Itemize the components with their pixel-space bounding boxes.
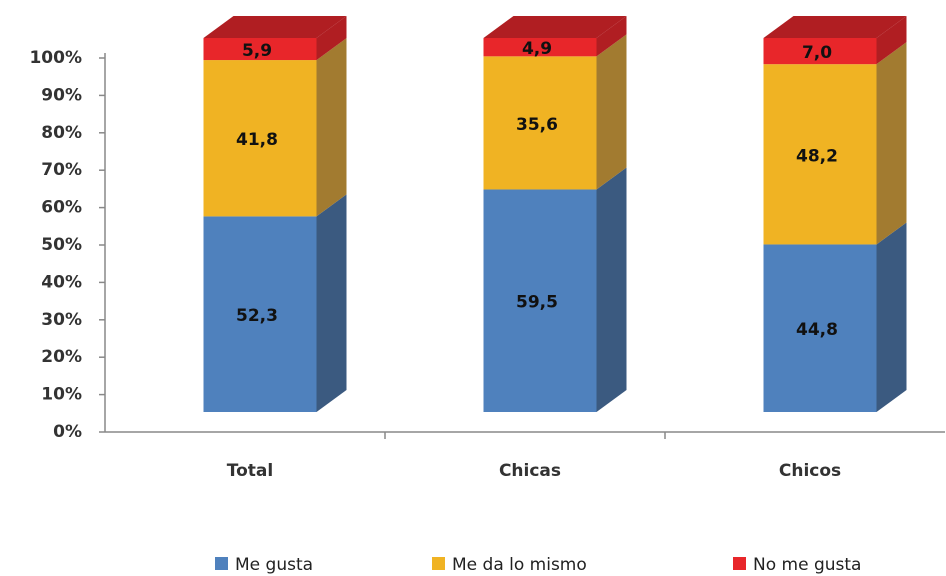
- bar-segment: [203, 38, 317, 61]
- bar-segment: [483, 189, 597, 412]
- legend-label: No me gusta: [753, 555, 861, 575]
- value-label: 59,5: [516, 293, 558, 313]
- y-tick-label: 30%: [41, 310, 82, 330]
- legend-swatch: [215, 557, 228, 570]
- bar-segment: [483, 38, 597, 57]
- x-tick-label: Total: [227, 461, 273, 481]
- legend-label: Me gusta: [235, 555, 313, 575]
- x-tick-label: Chicos: [779, 461, 841, 481]
- bar-side: [316, 194, 347, 412]
- value-label: 7,0: [802, 43, 832, 63]
- bar-side: [596, 16, 627, 57]
- value-label: 4,9: [522, 39, 552, 59]
- bar-segment: [203, 60, 317, 217]
- bar-top: [763, 16, 907, 38]
- value-label: 52,3: [236, 306, 278, 326]
- y-tick-label: 100%: [29, 48, 82, 68]
- legend-label: Me da lo mismo: [452, 555, 587, 575]
- bar-side: [876, 42, 907, 245]
- bar-side: [316, 16, 347, 61]
- y-tick-label: 10%: [41, 385, 82, 405]
- y-tick-label: 40%: [41, 272, 82, 292]
- bar-side: [596, 34, 627, 190]
- bar-segment: [763, 64, 877, 245]
- legend-swatch: [432, 557, 445, 570]
- x-tick-label: Chicas: [499, 461, 561, 481]
- y-tick-label: 20%: [41, 347, 82, 367]
- bar-side: [876, 222, 907, 412]
- bar-top: [483, 16, 627, 38]
- value-label: 48,2: [796, 146, 838, 166]
- value-label: 44,8: [796, 320, 838, 340]
- bar-side: [316, 38, 347, 217]
- y-tick-label: 50%: [41, 235, 82, 255]
- bar-segment: [763, 244, 877, 412]
- y-tick-label: 90%: [41, 85, 82, 105]
- legend-swatch: [733, 557, 746, 570]
- y-tick-label: 80%: [41, 123, 82, 143]
- value-label: 5,9: [242, 41, 272, 61]
- y-tick-label: 70%: [41, 160, 82, 180]
- bar-top: [203, 16, 347, 38]
- value-label: 35,6: [516, 115, 558, 135]
- bar-side: [596, 167, 627, 412]
- bar-segment: [203, 216, 317, 412]
- y-tick-label: 0%: [53, 422, 82, 442]
- bar-side: [876, 16, 907, 65]
- y-tick-label: 60%: [41, 198, 82, 218]
- bar-segment: [483, 56, 597, 190]
- bar-segment: [763, 38, 877, 65]
- value-label: 41,8: [236, 130, 278, 150]
